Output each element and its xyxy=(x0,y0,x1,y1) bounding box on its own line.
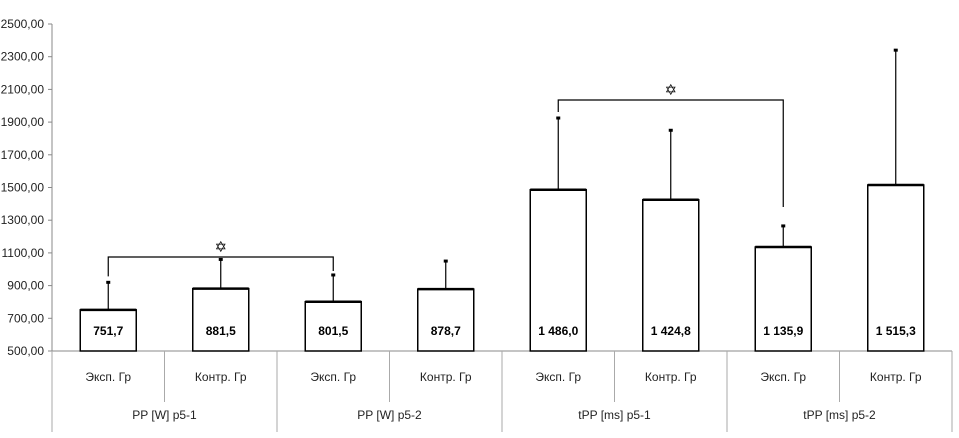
error-bar-cap xyxy=(781,224,786,228)
chart-labels: 500,00 700,00 900,00 1100,00 1300,00 1500,00 1… xyxy=(1,17,922,422)
x-group-label: PP [W] p5-1 xyxy=(132,408,197,422)
y-tick-label: 900,00 xyxy=(7,279,44,293)
x-category-label: Контр. Гр xyxy=(420,370,472,384)
y-tick-label: 2500,00 xyxy=(1,17,45,31)
bar xyxy=(417,288,475,352)
y-tick-label: 2100,00 xyxy=(1,82,45,96)
data-label: 1 135,9 xyxy=(763,324,803,338)
x-category-label: Эксп. Гр xyxy=(535,370,581,384)
error-bar-cap xyxy=(668,128,673,132)
bar xyxy=(79,309,137,352)
y-tick-label: 2300,00 xyxy=(1,50,45,64)
x-category-label: Контр. Гр xyxy=(195,370,247,384)
x-group-label: tPP [ms] p5-2 xyxy=(803,408,876,422)
data-label: 1 424,8 xyxy=(651,324,691,338)
bar xyxy=(192,287,250,352)
error-bar-cap xyxy=(556,116,561,120)
x-group-label: tPP [ms] p5-1 xyxy=(578,408,651,422)
y-tick-label: 1900,00 xyxy=(1,115,45,129)
data-label: 878,7 xyxy=(431,324,461,338)
bar xyxy=(867,184,925,352)
data-label: 881,5 xyxy=(206,324,236,338)
data-label: 1 486,0 xyxy=(538,324,578,338)
y-tick-label: 1100,00 xyxy=(2,246,45,260)
y-tick-label: 1700,00 xyxy=(1,148,45,162)
bar xyxy=(642,199,700,352)
x-category-label: Контр. Гр xyxy=(645,370,697,384)
y-tick-label: 1300,00 xyxy=(1,213,45,227)
error-bar-cap xyxy=(443,259,448,263)
error-bar-cap xyxy=(893,48,898,52)
significance-marker: ✡ xyxy=(214,238,227,256)
chart-marks xyxy=(79,48,925,352)
y-tick-label: 700,00 xyxy=(7,311,44,325)
data-label: 751,7 xyxy=(93,324,123,338)
significance-bracket xyxy=(107,256,334,277)
error-bar-cap xyxy=(331,273,336,277)
data-label: 1 515,3 xyxy=(876,324,916,338)
x-category-label: Эксп. Гр xyxy=(760,370,806,384)
y-tick-label: 1500,00 xyxy=(1,181,45,195)
error-bar-cap xyxy=(218,257,223,261)
significance-marker: ✡ xyxy=(664,81,677,99)
x-group-label: PP [W] p5-2 xyxy=(357,408,422,422)
error-bar-cap xyxy=(106,280,111,284)
bar xyxy=(304,300,362,352)
bar xyxy=(529,189,587,352)
x-category-label: Контр. Гр xyxy=(870,370,922,384)
x-category-label: Эксп. Гр xyxy=(310,370,356,384)
x-category-label: Эксп. Гр xyxy=(85,370,131,384)
significance-bracket xyxy=(557,99,784,208)
axes xyxy=(48,23,953,432)
data-label: 801,5 xyxy=(318,324,348,338)
y-tick-label: 500,00 xyxy=(7,344,44,358)
